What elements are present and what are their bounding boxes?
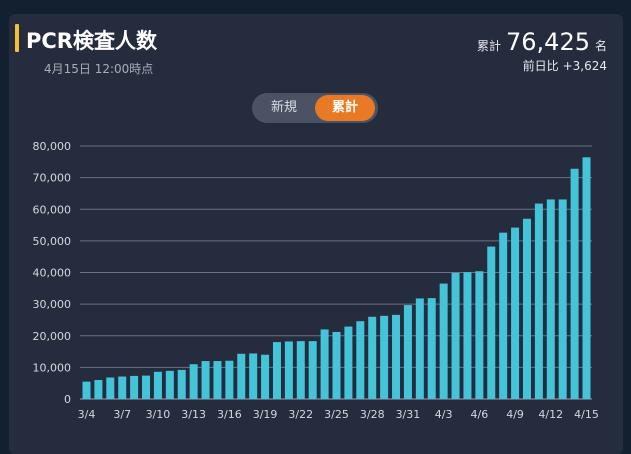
bar[interactable]: [511, 227, 520, 399]
bar[interactable]: [94, 380, 103, 399]
y-tick-label: 30,000: [33, 298, 72, 311]
bar[interactable]: [475, 271, 484, 399]
bar[interactable]: [225, 360, 234, 399]
bar[interactable]: [261, 354, 270, 399]
x-tick-label: 4/6: [471, 408, 489, 421]
x-tick-label: 3/4: [78, 408, 96, 421]
bar[interactable]: [284, 341, 293, 399]
bar[interactable]: [487, 246, 496, 399]
title-accent-bar: [15, 24, 19, 52]
bar[interactable]: [82, 381, 91, 399]
x-tick-label: 4/3: [435, 408, 453, 421]
x-tick-label: 3/25: [324, 408, 349, 421]
bar[interactable]: [237, 353, 246, 399]
delta-summary: 前日比 +3,624: [523, 57, 607, 74]
x-tick-label: 3/10: [146, 408, 171, 421]
bar[interactable]: [499, 232, 508, 399]
bar[interactable]: [368, 316, 377, 399]
bar[interactable]: [403, 305, 412, 399]
bar[interactable]: [142, 375, 151, 399]
total-value: 76,425: [506, 28, 590, 56]
x-tick-label: 3/13: [181, 408, 206, 421]
bar[interactable]: [308, 341, 317, 399]
bar[interactable]: [165, 370, 174, 399]
bar[interactable]: [130, 375, 139, 399]
x-tick-label: 3/31: [396, 408, 421, 421]
x-tick-label: 3/16: [217, 408, 242, 421]
delta-value: +3,624: [562, 59, 607, 73]
total-label: 累計: [476, 39, 501, 53]
bar[interactable]: [201, 361, 210, 399]
bar[interactable]: [213, 361, 222, 399]
x-tick-label: 4/12: [538, 408, 563, 421]
page-title: PCR検査人数: [26, 29, 157, 53]
bar[interactable]: [106, 377, 115, 399]
bar[interactable]: [439, 283, 448, 399]
y-tick-label: 0: [64, 393, 71, 406]
bar[interactable]: [522, 218, 531, 399]
view-toggle: 新規 累計: [252, 93, 378, 123]
bar[interactable]: [320, 329, 329, 399]
timestamp: 4月15日 12:00時点: [44, 62, 154, 76]
bar[interactable]: [558, 199, 567, 399]
y-tick-label: 10,000: [33, 361, 72, 374]
bar[interactable]: [118, 376, 127, 399]
total-summary: 累計 76,425 名: [477, 28, 607, 56]
y-tick-label: 40,000: [33, 267, 72, 280]
bar[interactable]: [451, 272, 460, 399]
total-unit: 名: [594, 39, 607, 53]
x-tick-label: 4/15: [574, 408, 599, 421]
y-tick-label: 60,000: [33, 203, 72, 216]
bar[interactable]: [392, 314, 401, 399]
bars: [82, 157, 591, 399]
bar[interactable]: [546, 199, 555, 399]
bar[interactable]: [534, 203, 543, 399]
x-axis-labels: 3/4 3/7 3/10 3/13 3/16 3/19 3/22 3/25 3/28 3/31 4/…: [78, 408, 599, 421]
bar[interactable]: [177, 369, 186, 399]
delta-label: 前日比: [522, 59, 559, 73]
y-tick-label: 50,000: [33, 235, 72, 248]
bar[interactable]: [332, 331, 341, 399]
bar[interactable]: [344, 326, 353, 399]
bar[interactable]: [356, 321, 365, 399]
toggle-cumulative-button[interactable]: 累計: [315, 95, 375, 121]
bar[interactable]: [249, 353, 258, 399]
x-tick-label: 4/9: [506, 408, 524, 421]
toggle-new-button[interactable]: 新規: [270, 100, 297, 115]
bar[interactable]: [296, 341, 305, 399]
bar[interactable]: [427, 298, 436, 399]
bar[interactable]: [463, 272, 472, 399]
bar-chart: 0 10,000 20,000 30,000 40,000 50,000 60,000 70,…: [33, 140, 599, 421]
y-tick-label: 20,000: [33, 330, 72, 343]
x-tick-label: 3/19: [253, 408, 278, 421]
x-tick-label: 3/22: [288, 408, 313, 421]
y-axis-labels: 0 10,000 20,000 30,000 40,000 50,000 60,000 70,…: [33, 140, 72, 406]
x-tick-label: 3/28: [360, 408, 385, 421]
y-tick-label: 70,000: [33, 172, 72, 185]
y-tick-label: 80,000: [33, 140, 72, 153]
bar[interactable]: [189, 364, 198, 399]
bar[interactable]: [153, 371, 162, 399]
bar[interactable]: [380, 315, 389, 399]
bar[interactable]: [570, 168, 579, 399]
bar[interactable]: [582, 157, 591, 399]
bar[interactable]: [272, 342, 281, 399]
bar[interactable]: [415, 298, 424, 399]
x-tick-label: 3/7: [113, 408, 131, 421]
